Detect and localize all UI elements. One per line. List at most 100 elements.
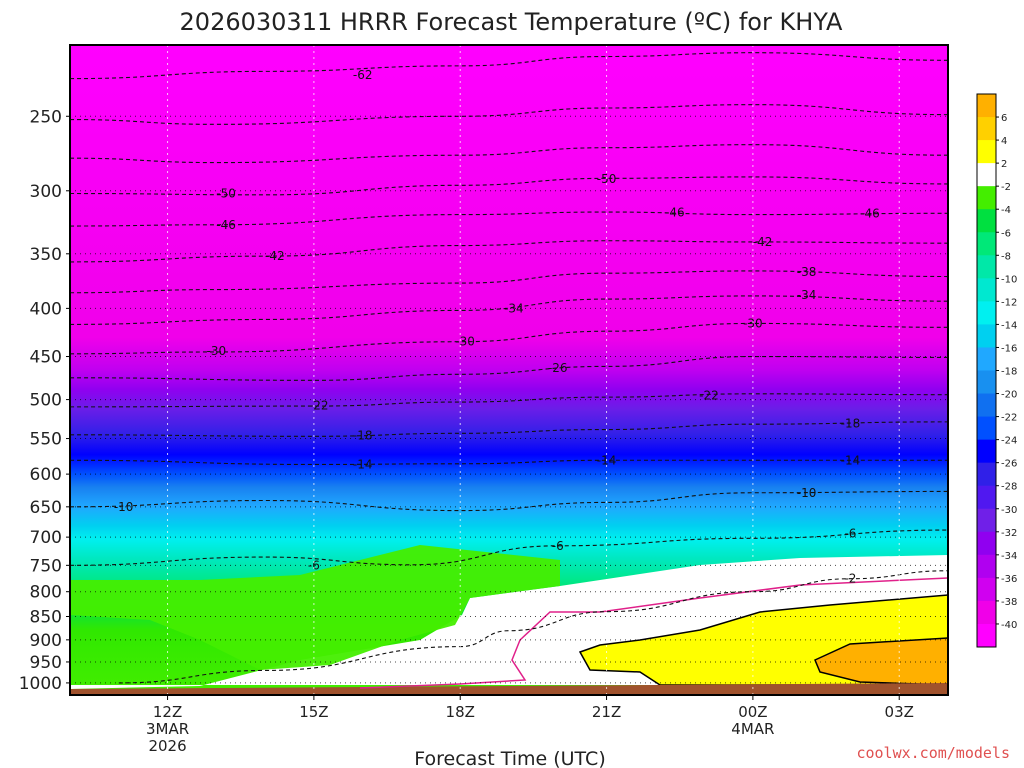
colorbar-swatch	[977, 117, 996, 141]
colorbar-swatch	[977, 393, 996, 418]
x-tick-label: 18Z	[446, 703, 475, 721]
colorbar-label: -24	[1001, 436, 1017, 447]
colorbar-label: -4	[1001, 205, 1011, 216]
colorbar-swatch	[977, 531, 996, 556]
x-tick-label: 3MAR	[146, 720, 189, 738]
isotherm-line	[70, 421, 948, 437]
colorbar-swatch	[977, 623, 996, 648]
y-tick-label: 500	[30, 391, 62, 411]
isotherm-line	[70, 295, 948, 325]
y-tick-label: 600	[30, 465, 62, 485]
isotherm-line	[70, 176, 948, 196]
x-tick-label: 00Z	[738, 703, 767, 721]
colorbar-swatch	[977, 439, 996, 464]
colorbar-swatch	[977, 485, 996, 510]
colorbar-swatch	[977, 94, 996, 118]
isotherm-label: -10	[114, 500, 134, 514]
isotherm-label: -30	[743, 316, 763, 330]
colorbar-label: -38	[1001, 597, 1017, 608]
isotherm-label: -18	[841, 416, 861, 430]
y-tick-label: 950	[30, 653, 62, 673]
pressure-axis: 250 300 350 400 450 500 550 600 650 700 750 800 850 9…	[19, 107, 70, 694]
isotherm-label: -42	[753, 235, 773, 249]
isotherm-label: -26	[548, 361, 568, 375]
colorbar-label: 2	[1001, 159, 1007, 170]
colorbar-swatch	[977, 554, 996, 579]
isotherm-label: -62	[353, 68, 373, 82]
isotherm-line	[118, 570, 948, 684]
colorbar-label: -2	[1001, 182, 1011, 193]
colorbar-swatch	[977, 370, 996, 395]
isotherm-label: -22	[309, 398, 329, 412]
colorbar-swatch	[977, 278, 996, 302]
grid-layer	[70, 45, 948, 695]
x-tick-label: 12Z	[153, 703, 182, 721]
colorbar-label: -14	[1001, 320, 1017, 331]
warm-region-orange	[814, 637, 948, 686]
isotherm-line	[70, 490, 948, 512]
colorbar-label: -26	[1001, 459, 1017, 470]
isotherm-line	[70, 144, 948, 164]
isotherm-label: -46	[216, 218, 236, 232]
colorbar-swatch	[977, 301, 996, 325]
isotherm-line	[70, 529, 948, 566]
isotherm-label: -34	[504, 301, 524, 315]
credit-text: coolwx.com/models	[856, 744, 1010, 762]
y-tick-label: 850	[30, 607, 62, 627]
colorbar-swatch	[977, 508, 996, 533]
isotherm-line	[70, 393, 948, 408]
isotherm-label: -34	[797, 288, 817, 302]
isotherm-line	[70, 459, 948, 466]
colorbar-swatch	[977, 577, 996, 602]
isotherm-label: -6	[308, 558, 320, 572]
isotherm-label: -10	[797, 486, 817, 500]
colorbar-label: -36	[1001, 574, 1017, 585]
colorbar-swatch	[977, 232, 996, 256]
x-tick-label: 4MAR	[731, 720, 774, 738]
y-tick-label: 250	[30, 107, 62, 127]
colorbar: 6 4 2 -2 -4 -6 -8 -10 -12 -14 -16 -18 -20 -22 -24 -26 -2…	[976, 93, 1017, 648]
isotherm-label: -6	[844, 527, 856, 541]
isotherm-label: -22	[699, 388, 719, 402]
colorbar-swatch	[977, 347, 996, 371]
colorbar-swatch	[977, 416, 996, 441]
y-tick-label: 450	[30, 348, 62, 368]
colorbar-swatch	[977, 255, 996, 279]
colorbar-label: -28	[1001, 482, 1017, 493]
isotherm-label: -50	[216, 187, 236, 201]
colorbar-swatch	[977, 462, 996, 487]
isotherm-line	[70, 270, 948, 294]
isotherm-label: -30	[455, 335, 475, 349]
x-tick-label: 21Z	[592, 703, 621, 721]
y-tick-label: 400	[30, 299, 62, 319]
colorbar-label: -6	[1001, 228, 1011, 239]
isotherm-label: -6	[552, 539, 564, 553]
colorbar-label: -20	[1001, 390, 1017, 401]
colorbar-label: -34	[1001, 551, 1017, 562]
isotherm-label: -46	[860, 206, 880, 220]
plot-field: -62 -50 -50 -46 -46 -46 -42 -42 -38 -34 -34 -30 -30 -…	[70, 45, 948, 695]
isotherm-label: -38	[797, 265, 817, 279]
colorbar-label: 4	[1001, 136, 1007, 147]
colorbar-swatch	[977, 140, 996, 164]
colorbar-swatch	[977, 186, 996, 210]
plot-frame	[69, 44, 949, 696]
green-lower-band	[70, 545, 560, 670]
surface-ground-band	[70, 683, 948, 695]
colorbar-label: -8	[1001, 251, 1011, 262]
y-tick-label: 750	[30, 556, 62, 576]
isotherm-line	[70, 322, 948, 355]
isotherm-line	[70, 104, 948, 125]
x-tick-label: 2026	[148, 737, 186, 755]
x-tick-label: 15Z	[299, 703, 328, 721]
colorbar-label: -18	[1001, 367, 1017, 378]
colorbar-label: -22	[1001, 413, 1017, 424]
chart-title: 2026030311 HRRR Forecast Temperature (ºC…	[180, 8, 844, 36]
y-tick-label: 900	[30, 631, 62, 651]
isotherm-label: -46	[665, 206, 685, 220]
isotherm-label: -42	[265, 249, 285, 263]
y-tick-label: 650	[30, 498, 62, 518]
colorbar-label: -40	[1001, 620, 1017, 631]
